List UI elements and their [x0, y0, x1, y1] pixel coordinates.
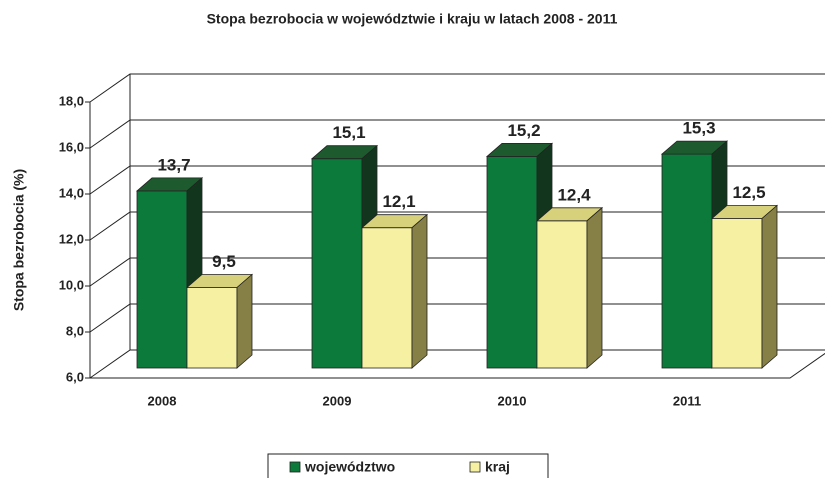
value-label: 15,1	[332, 123, 365, 142]
value-label: 15,3	[682, 119, 715, 138]
bar-face	[136, 190, 188, 369]
bar	[185, 273, 254, 369]
x-tick-label: 2011	[673, 393, 701, 408]
bar	[535, 206, 604, 369]
value-label: 12,1	[382, 192, 415, 211]
bar-face	[361, 227, 413, 369]
y-tick-label: 18,0	[59, 93, 84, 108]
value-label: 13,7	[157, 155, 190, 174]
x-tick-label: 2008	[148, 393, 177, 408]
bar-face	[761, 204, 778, 369]
legend-label: województwo	[304, 459, 395, 475]
legend-swatch	[289, 461, 301, 473]
bar-face	[486, 155, 538, 369]
bar-face	[661, 153, 713, 369]
chart-title: Stopa bezrobocia w województwie i kraju …	[207, 11, 618, 27]
bar-face	[536, 220, 588, 369]
bar-face	[586, 206, 603, 369]
bar	[710, 204, 779, 369]
bar	[485, 142, 554, 369]
legend-swatch	[469, 461, 481, 473]
legend-label: kraj	[485, 459, 510, 475]
y-tick-label: 10,0	[59, 277, 84, 292]
y-tick-label: 6,0	[66, 369, 84, 384]
bar	[135, 177, 204, 369]
y-tick-label: 16,0	[59, 139, 84, 154]
bar-face	[711, 218, 763, 369]
value-label: 15,2	[507, 121, 540, 140]
x-tick-label: 2010	[498, 393, 527, 408]
grid-line	[89, 165, 825, 195]
bar-face	[236, 273, 253, 369]
bar	[360, 213, 429, 369]
value-label: 12,4	[557, 185, 591, 204]
y-tick-label: 8,0	[66, 323, 84, 338]
y-tick-label: 12,0	[59, 231, 84, 246]
value-label: 12,5	[732, 183, 765, 202]
legend-box	[267, 453, 549, 478]
bar-face	[411, 213, 428, 369]
grid-line	[89, 73, 825, 103]
value-label: 9,5	[212, 252, 236, 271]
x-tick-label: 2009	[323, 393, 352, 408]
y-axis-title: Stopa bezrobocia (%)	[11, 169, 27, 311]
bar-face	[186, 287, 238, 369]
bar-face	[311, 158, 363, 369]
grid-line	[89, 119, 825, 149]
y-tick-label: 14,0	[59, 185, 84, 200]
